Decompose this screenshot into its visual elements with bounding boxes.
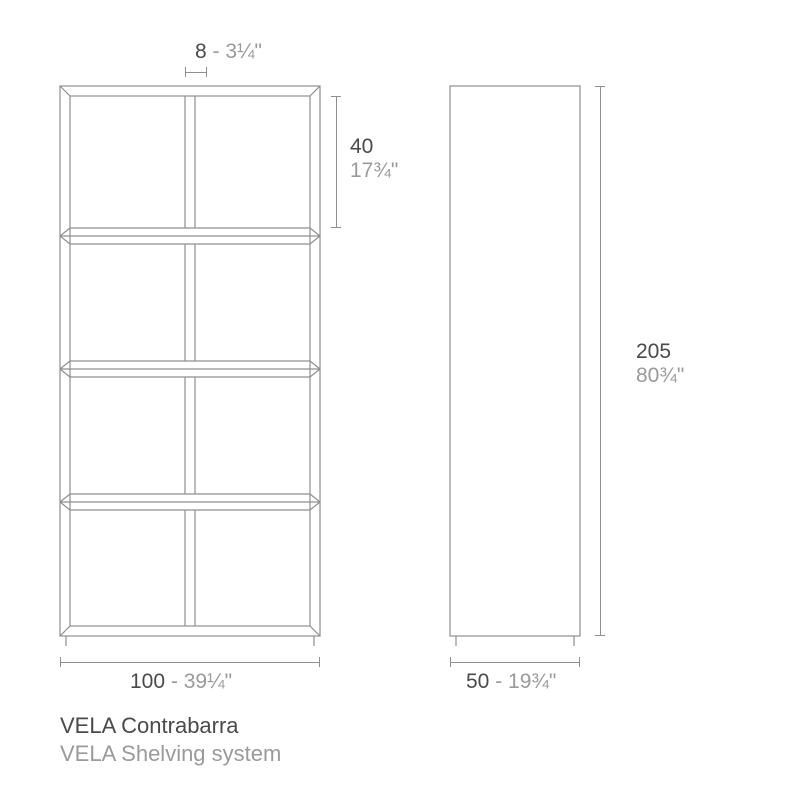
product-title: VELA Contrabarra VELA Shelving system (60, 712, 281, 767)
dim-shelf-height: 40 17¾" (350, 135, 398, 183)
title-line-1: VELA Contrabarra (60, 712, 281, 740)
dim-total-height: 205 80¾" (636, 340, 684, 388)
dim-bracket-shelf-height (336, 96, 337, 228)
front-elevation (58, 78, 338, 658)
dim-side-depth: 50 - 19¾" (466, 670, 556, 694)
dim-bracket-top-divider (185, 72, 207, 73)
side-elevation (448, 78, 598, 658)
dim-bracket-total-width (60, 662, 320, 663)
dim-total-width: 100 - 39¼" (130, 670, 232, 694)
dim-bracket-total-height (600, 86, 601, 636)
dim-top-divider: 8 - 3¼" (195, 40, 262, 64)
dim-bracket-side-depth (450, 662, 580, 663)
title-line-2: VELA Shelving system (60, 740, 281, 768)
